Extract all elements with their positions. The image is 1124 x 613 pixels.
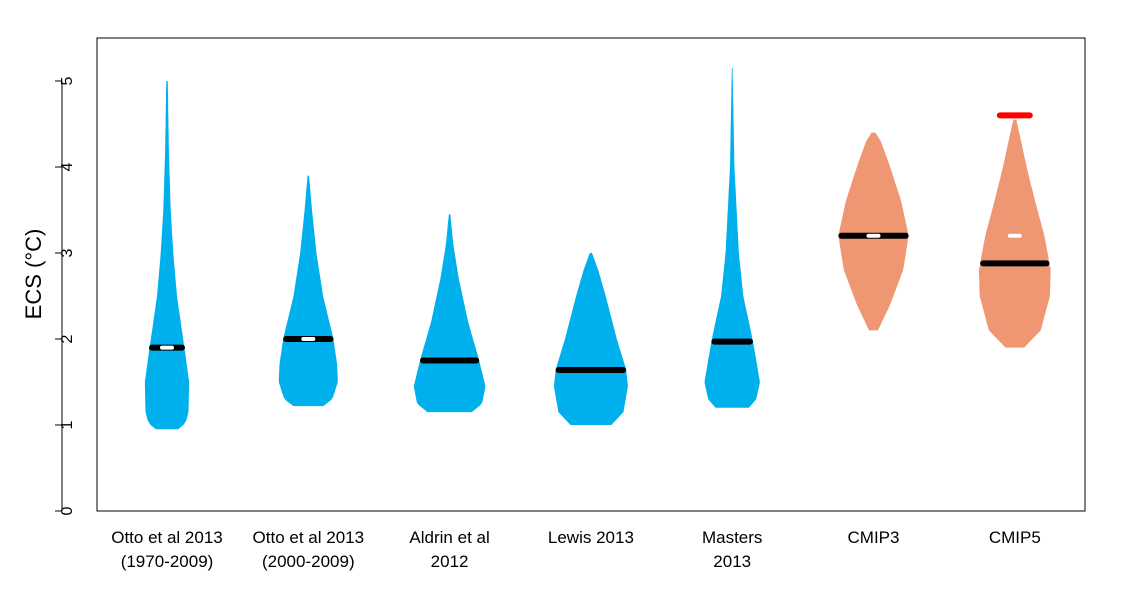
x-tick-label: CMIP5 [989, 528, 1041, 547]
violin-group [553, 253, 628, 425]
x-tick-label: Aldrin et al [409, 528, 489, 547]
plot-frame [96, 37, 1086, 512]
x-tick-label: 2012 [431, 552, 469, 571]
x-tick-label: (2000-2009) [262, 552, 355, 571]
violin-shape [413, 214, 486, 413]
violin-group [978, 112, 1051, 348]
y-tick-label: 1 [59, 420, 76, 429]
violin-group [144, 81, 190, 430]
y-tick-label: 4 [59, 162, 76, 171]
x-tick-label: Masters [702, 528, 762, 547]
violin-group [278, 175, 338, 407]
violin-shape [278, 175, 338, 407]
y-axis: 0 1 2 3 4 5 [55, 76, 76, 515]
y-tick-label: 2 [59, 334, 76, 343]
y-tick-label: 3 [59, 248, 76, 257]
x-tick-label: Lewis 2013 [548, 528, 634, 547]
x-axis-labels: Otto et al 2013 (1970-2009) Otto et al 201… [111, 528, 1041, 571]
violin-group [704, 68, 760, 408]
violin-shape [978, 119, 1051, 348]
y-tick-label: 0 [59, 506, 76, 515]
x-tick-label: 2013 [713, 552, 751, 571]
y-tick-label: 5 [59, 76, 76, 85]
x-tick-label: (1970-2009) [121, 552, 214, 571]
x-tick-label: CMIP3 [848, 528, 900, 547]
violin-shape [704, 68, 760, 408]
y-axis-label: ECS (°C) [21, 229, 46, 320]
violin-shape [553, 253, 628, 425]
violin-shape [144, 81, 190, 430]
violin-group [413, 214, 486, 413]
x-tick-label: Otto et al 2013 [111, 528, 223, 547]
x-tick-label: Otto et al 2013 [253, 528, 365, 547]
violin-group [838, 132, 909, 331]
violin-shape [838, 132, 909, 331]
violins [144, 68, 1051, 430]
